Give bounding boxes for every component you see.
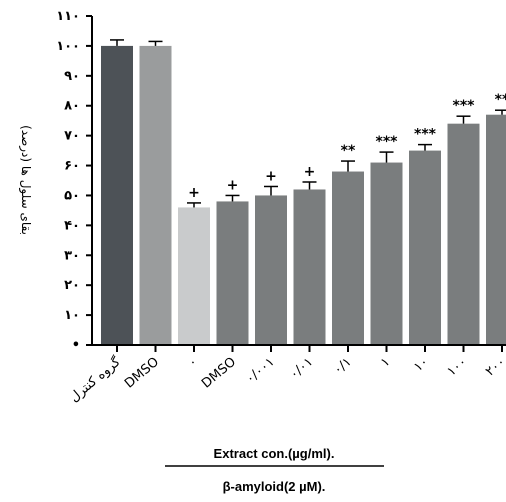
significance-marker: + [227, 177, 239, 193]
y-axis: • ۱۰ ۲۰ ۳۰ ۴۰ ۵۰ ۶۰ ۷۰ ۸۰ ۹۰ ۱۰۰ ۱۱۰ [56, 9, 93, 353]
y-tick-label: ۷۰ [64, 129, 80, 144]
x-tick-label: ۰ [186, 355, 201, 371]
y-tick-label: ۹۰ [64, 69, 80, 84]
significance-marker: *** [376, 134, 399, 150]
bars-group: ++++************* [101, 39, 506, 346]
significance-marker: ** [341, 143, 356, 159]
x-tick-label: ۰/۰۱ [287, 355, 316, 383]
x-tick-label: ۰/۰۰۱ [243, 355, 277, 387]
significance-marker: *** [453, 98, 476, 114]
bar [370, 162, 403, 345]
y-tick-label: • [72, 338, 80, 353]
y-axis-label-group: بقای سلول ها (درصد) [18, 125, 33, 235]
y-tick-label: ۴۰ [64, 218, 80, 233]
bar [332, 171, 364, 345]
y-tick-label: ۱۰ [64, 308, 80, 323]
bar [255, 195, 287, 345]
significance-marker: + [304, 164, 316, 180]
bar [139, 45, 172, 346]
x-axis-title-amyloid: β-amyloid(2 µM). [223, 479, 326, 494]
y-tick-label: ۵۰ [64, 188, 80, 203]
x-tick-label: DMSO [199, 355, 239, 392]
bar [101, 45, 133, 346]
x-axis-title-extract: Extract con.(µg/ml). [214, 446, 335, 461]
x-tick-label: ۰/۱ [331, 355, 355, 378]
x-tick-label: ۲۰۰ [483, 355, 506, 380]
y-tick-label: ۲۰ [64, 278, 80, 293]
x-tick-label: DMSO [122, 355, 162, 392]
bar [409, 150, 441, 345]
y-tick-label: ۱۰۰ [56, 39, 80, 54]
bar [216, 201, 249, 345]
significance-marker: + [265, 168, 277, 184]
bar [486, 114, 506, 345]
y-tick-label: ۶۰ [64, 159, 80, 174]
significance-marker: *** [414, 127, 437, 143]
significance-marker: ** [495, 92, 506, 108]
x-tick-label: ۱۰ [411, 355, 431, 375]
bar [293, 189, 326, 345]
y-tick-label: ۱۱۰ [56, 9, 80, 24]
y-axis-label: بقای سلول ها (درصد) [18, 125, 33, 235]
y-tick-label: ۳۰ [64, 248, 80, 263]
y-tick-label: ۸۰ [64, 99, 80, 114]
bar [178, 207, 210, 345]
significance-marker: + [188, 185, 200, 201]
x-tick-label: گروه کنترل [66, 353, 124, 405]
bar [447, 123, 480, 345]
x-tick-label: ۱۰۰ [444, 355, 470, 380]
x-tick-label: ۱ [378, 355, 393, 371]
